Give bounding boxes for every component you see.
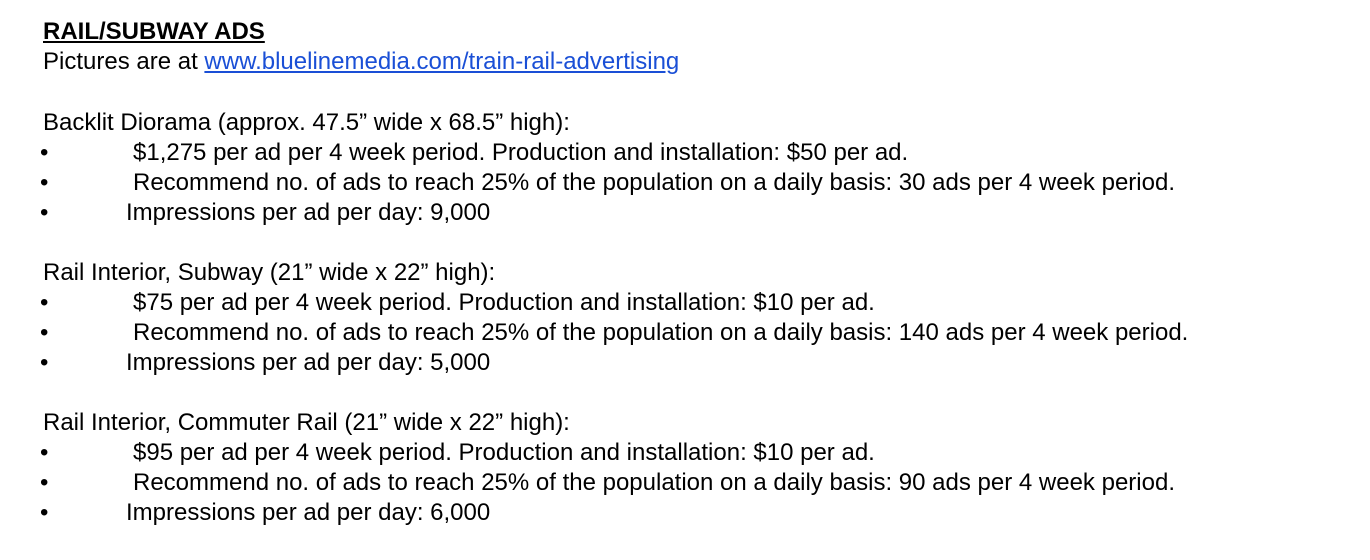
intro-line: Pictures are at www.bluelinemedia.com/tr… <box>43 47 679 77</box>
list-item: • $1,275 per ad per 4 week period. Produ… <box>0 138 1370 168</box>
list-item: • Impressions per ad per day: 9,000 <box>0 198 1370 228</box>
list-item: • Recommend no. of ads to reach 25% of t… <box>0 468 1370 498</box>
list-item-text: $95 per ad per 4 week period. Production… <box>133 439 875 466</box>
list-item-text: Recommend no. of ads to reach 25% of the… <box>133 469 1175 496</box>
list-item: • $95 per ad per 4 week period. Producti… <box>0 438 1370 468</box>
pictures-link[interactable]: www.bluelinemedia.com/train-rail-adverti… <box>204 48 680 75</box>
list-item: • Impressions per ad per day: 5,000 <box>0 348 1370 378</box>
page-heading: RAIL/SUBWAY ADS <box>43 18 265 45</box>
bullet-icon: • <box>40 469 49 496</box>
list-item-text: Impressions per ad per day: 5,000 <box>126 349 491 376</box>
section-title-rail-interior-commuter: Rail Interior, Commuter Rail (21” wide x… <box>43 409 570 436</box>
bullet-icon: • <box>40 169 49 196</box>
bullet-icon: • <box>40 139 49 166</box>
list-item: • Recommend no. of ads to reach 25% of t… <box>0 318 1370 348</box>
bullet-icon: • <box>40 349 49 376</box>
bullet-icon: • <box>40 499 49 526</box>
bullet-icon: • <box>40 439 49 466</box>
list-item-text: Recommend no. of ads to reach 25% of the… <box>133 169 1175 196</box>
bullet-icon: • <box>40 199 49 226</box>
list-item-text: $1,275 per ad per 4 week period. Product… <box>133 139 909 166</box>
list-item-text: Impressions per ad per day: 9,000 <box>126 199 491 226</box>
list-item: • Recommend no. of ads to reach 25% of t… <box>0 168 1370 198</box>
list-item: • $75 per ad per 4 week period. Producti… <box>0 288 1370 318</box>
section-title-rail-interior-subway: Rail Interior, Subway (21” wide x 22” hi… <box>43 259 496 286</box>
section-title-backlit-diorama: Backlit Diorama (approx. 47.5” wide x 68… <box>43 109 570 136</box>
list-item: • Impressions per ad per day: 6,000 <box>0 498 1370 528</box>
list-item-text: $75 per ad per 4 week period. Production… <box>133 289 875 316</box>
bullet-icon: • <box>40 319 49 346</box>
bullet-icon: • <box>40 289 49 316</box>
list-item-text: Impressions per ad per day: 6,000 <box>126 499 491 526</box>
list-item-text: Recommend no. of ads to reach 25% of the… <box>133 319 1189 346</box>
intro-prefix: Pictures are at <box>43 48 205 75</box>
